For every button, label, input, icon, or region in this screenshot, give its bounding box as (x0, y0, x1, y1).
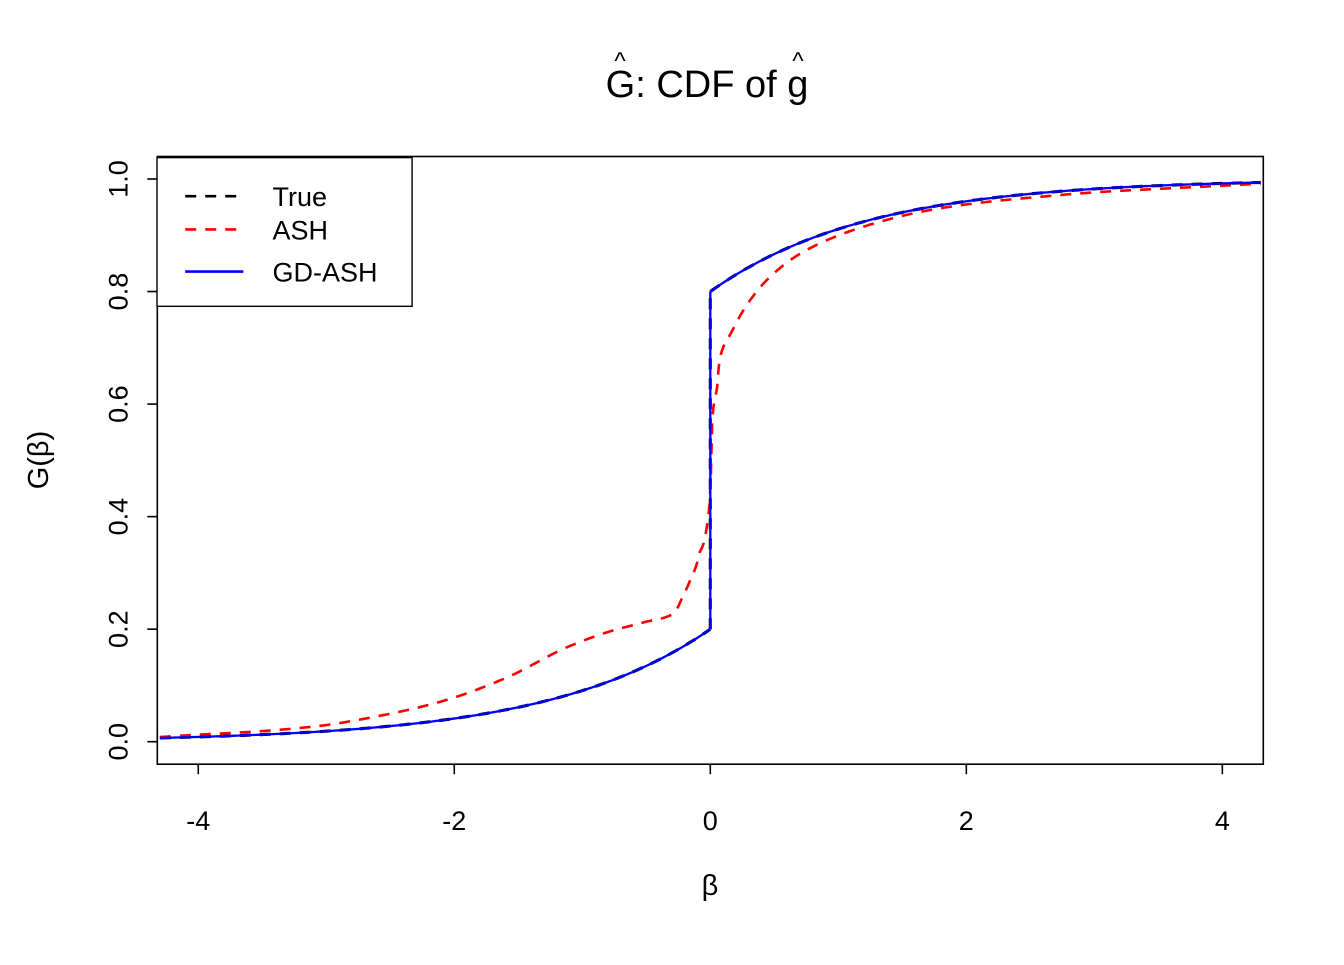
svg-text:ASH: ASH (273, 215, 329, 245)
svg-text:G: CDF of g: G: CDF of g (606, 64, 809, 106)
svg-text:1.0: 1.0 (103, 160, 133, 198)
svg-text:G(β): G(β) (23, 431, 55, 490)
svg-text:0.4: 0.4 (103, 498, 133, 536)
svg-text:^: ^ (792, 48, 804, 75)
svg-text:True: True (273, 182, 328, 212)
svg-text:-2: -2 (442, 806, 466, 836)
svg-text:0.2: 0.2 (103, 610, 133, 648)
svg-text:^: ^ (614, 48, 626, 75)
svg-text:2: 2 (959, 806, 974, 836)
svg-text:0.6: 0.6 (103, 385, 133, 423)
svg-text:0.0: 0.0 (103, 723, 133, 761)
svg-text:0.8: 0.8 (103, 273, 133, 311)
svg-text:4: 4 (1215, 806, 1230, 836)
svg-text:0: 0 (703, 806, 718, 836)
svg-text:-4: -4 (186, 806, 210, 836)
svg-text:GD-ASH: GD-ASH (273, 258, 378, 288)
svg-text:β: β (702, 870, 719, 902)
